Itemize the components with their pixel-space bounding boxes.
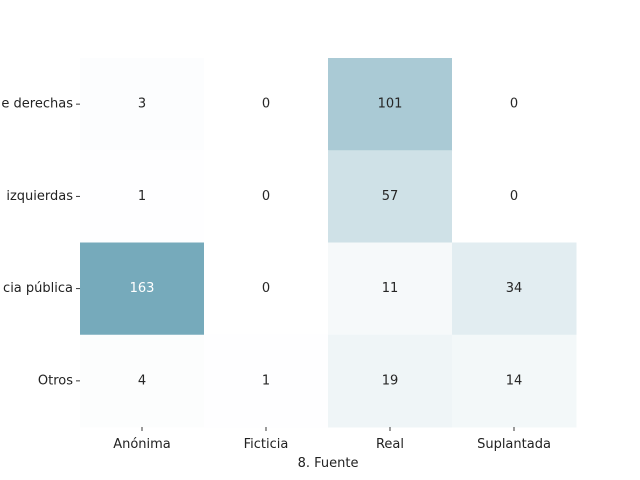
cell-value-label: 163 <box>130 281 155 296</box>
cell-value-label: 57 <box>382 189 399 204</box>
heatmap-cells <box>80 58 577 428</box>
x-axis: Anónima Ficticia Real Suplantada <box>113 427 551 452</box>
x-axis-title: 8. Fuente <box>298 456 359 471</box>
heatmap-cell <box>80 334 205 428</box>
heatmap-cell <box>204 150 329 243</box>
cell-value-label: 14 <box>506 373 523 388</box>
heatmap-cell <box>80 58 205 151</box>
y-tick-label: Otros <box>38 373 73 388</box>
cell-value-label: 1 <box>262 373 270 388</box>
cell-value-label: 19 <box>382 373 399 388</box>
cell-value-label: 4 <box>138 373 146 388</box>
cell-value-label: 0 <box>510 189 518 204</box>
heatmap-cell <box>328 242 453 336</box>
cell-value-label: 0 <box>262 97 270 112</box>
heatmap-cell <box>452 242 577 336</box>
heatmap-cell <box>204 334 329 428</box>
x-tick-label: Suplantada <box>477 437 551 452</box>
y-tick-label: cia pública <box>3 281 73 296</box>
cell-value-label: 34 <box>506 281 523 296</box>
heatmap-cell <box>80 242 205 336</box>
heatmap-cell <box>452 58 577 151</box>
cell-value-label: 0 <box>510 97 518 112</box>
cell-value-label: 1 <box>138 189 146 204</box>
x-tick-label: Real <box>376 437 404 452</box>
heatmap-cell <box>328 150 453 243</box>
heatmap-cell <box>80 150 205 243</box>
y-tick-label: izquierdas <box>6 189 73 204</box>
heatmap-cell <box>328 334 453 428</box>
y-axis: e derechas izquierdas cia pública Otros <box>1 97 80 388</box>
x-tick-label: Ficticia <box>244 437 289 452</box>
heatmap-cell <box>204 242 329 336</box>
heatmap-cell <box>452 150 577 243</box>
cell-value-label: 3 <box>138 97 146 112</box>
heatmap-cell <box>328 58 453 151</box>
x-tick-label: Anónima <box>113 437 171 452</box>
cell-value-label: 0 <box>262 281 270 296</box>
y-tick-label: e derechas <box>1 97 73 112</box>
heatmap-cell <box>204 58 329 151</box>
cell-value-label: 11 <box>382 281 399 296</box>
heatmap-cell <box>452 334 577 428</box>
cell-value-label: 0 <box>262 189 270 204</box>
cell-value-label: 101 <box>378 97 403 112</box>
